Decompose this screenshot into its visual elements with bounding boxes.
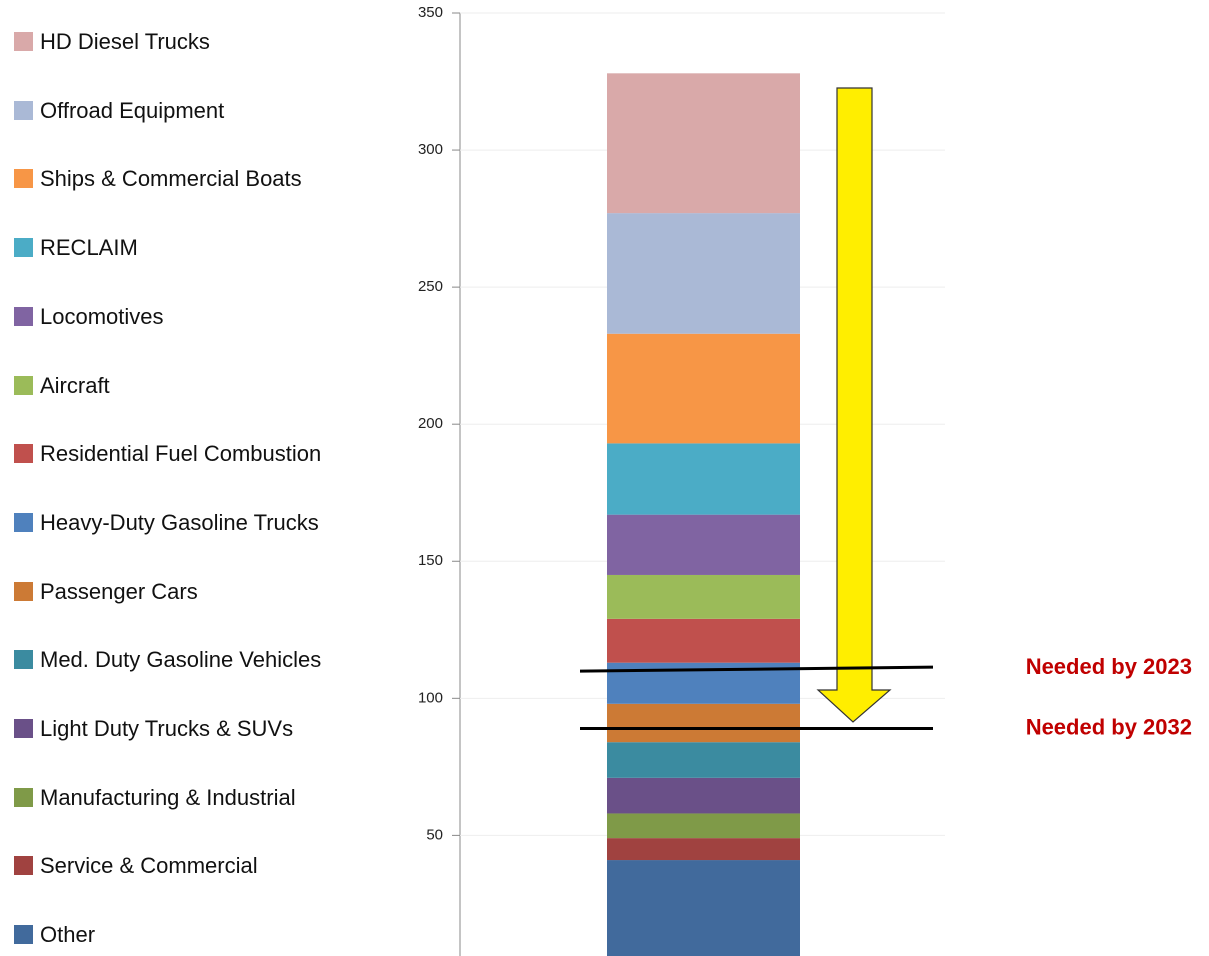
bar-segment (607, 813, 800, 839)
legend-swatch (14, 306, 33, 326)
legend-label: Locomotives (40, 303, 164, 329)
bar-segment (607, 574, 800, 619)
y-tick-label: 50 (426, 826, 443, 843)
legend-item: Service & Commercial (14, 850, 374, 882)
legend-swatch (14, 444, 33, 464)
legend-item: Other (14, 919, 374, 951)
y-tick-label: 300 (418, 141, 443, 158)
legend-item: Ships & Commercial Boats (14, 163, 374, 195)
target-line (579, 665, 934, 673)
annotation: Needed by 2032 (1026, 714, 1192, 739)
legend-swatch (14, 100, 33, 120)
bar-segment (607, 777, 800, 814)
legend-swatch (14, 856, 33, 876)
legend-swatch (14, 650, 33, 670)
legend-label: Passenger Cars (40, 578, 198, 604)
legend-item: Passenger Cars (14, 576, 374, 608)
legend-swatch (14, 787, 33, 807)
legend-label: Manufacturing & Industrial (40, 784, 296, 810)
legend-label: Residential Fuel Combustion (40, 441, 322, 467)
legend-item: Med. Duty Gasoline Vehicles (14, 644, 374, 676)
bar-segment (607, 618, 800, 663)
y-tick-label: 350 (418, 4, 443, 21)
legend-swatch (14, 719, 33, 738)
bar-segment (607, 838, 800, 861)
legend-label: Heavy-Duty Gasoline Trucks (40, 509, 319, 535)
legend-label: Med. Duty Gasoline Vehicles (40, 647, 322, 673)
legend-swatch (14, 512, 33, 532)
legend-label: Light Duty Trucks & SUVs (40, 716, 294, 741)
bar-segment (607, 73, 800, 214)
legend-label: Service & Commercial (40, 853, 258, 879)
legend-item: Manufacturing & Industrial (14, 782, 374, 814)
legend-item: Heavy-Duty Gasoline Trucks (14, 507, 374, 539)
bar-segment (607, 333, 800, 444)
legend-item: Locomotives (14, 301, 374, 333)
legend-item: Aircraft (14, 370, 374, 402)
y-tick-label: 250 (418, 278, 443, 295)
legend-item: RECLAIM (14, 232, 374, 264)
y-tick-label: 150 (418, 552, 443, 569)
legend-swatch (14, 169, 33, 189)
bar-segment (607, 860, 800, 956)
reduction-arrow (816, 87, 892, 723)
legend-item: Light Duty Trucks & SUVs (14, 713, 374, 745)
legend-label: Offroad Equipment (40, 97, 225, 123)
bar-segment (607, 742, 800, 778)
legend-item: Residential Fuel Combustion (14, 438, 374, 470)
bar-segment (607, 514, 800, 575)
annotation: Needed by 2023 (1026, 654, 1192, 679)
y-tick-label: 100 (418, 689, 443, 706)
bar-segment (607, 213, 800, 334)
y-tick-label: 200 (418, 415, 443, 432)
bar-segment (607, 443, 800, 515)
legend-label: Aircraft (40, 372, 110, 398)
legend-label: RECLAIM (40, 235, 138, 261)
legend-label: Other (40, 922, 96, 948)
legend-item: HD Diesel Trucks (14, 26, 374, 58)
legend-label: HD Diesel Trucks (40, 29, 210, 54)
legend-item: Offroad Equipment (14, 95, 374, 127)
legend-swatch (14, 32, 33, 51)
legend-swatch (14, 375, 33, 395)
legend-label: Ships & Commercial Boats (40, 166, 302, 192)
legend-swatch (14, 925, 33, 945)
legend-swatch (14, 238, 33, 258)
bar-segment (607, 703, 800, 743)
legend-swatch (14, 581, 33, 601)
